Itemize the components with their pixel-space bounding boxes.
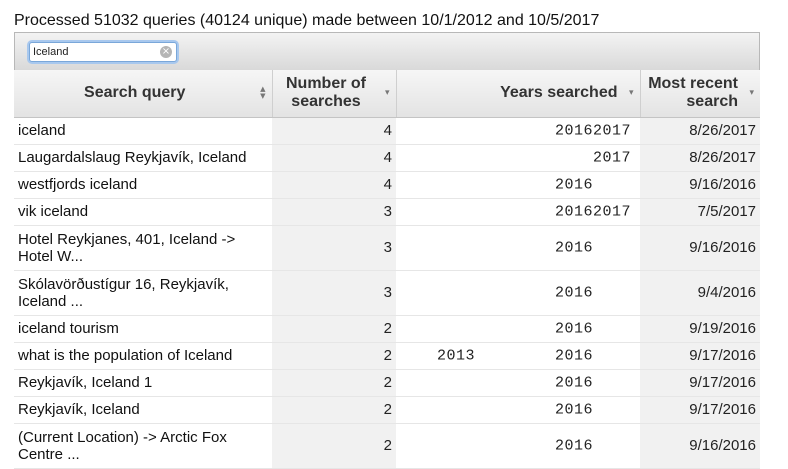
search-box[interactable]: × [29, 42, 177, 62]
table-row[interactable]: Hotel Reykjanes, 401, Iceland -> Hotel W… [14, 225, 760, 271]
cell-number-of-searches: 4 [272, 171, 396, 199]
cell-most-recent-search: 8/26/2017 [640, 117, 760, 145]
cell-years-searched: 2016 2017 [396, 117, 640, 145]
year-label: 2016 [555, 239, 594, 256]
cell-years-searched: 2013 2016 [396, 342, 640, 370]
column-header-number-of-searches[interactable]: Number of searches ▾ [272, 70, 397, 118]
cell-search-query: what is the population of Iceland [14, 342, 272, 370]
cell-years-searched: 2016 [396, 423, 640, 469]
column-label: Years searched [500, 84, 618, 102]
cell-search-query: Laugardalslaug Reykjavík, Iceland [14, 144, 272, 172]
cell-number-of-searches: 4 [272, 144, 396, 172]
column-header-search-query[interactable]: Search query ▲ ▼ [14, 70, 273, 118]
cell-most-recent-search: 9/16/2016 [640, 171, 760, 199]
cell-years-searched: 2017 [396, 144, 640, 172]
cell-years-searched: 2016 [396, 396, 640, 424]
cell-years-searched: 2016 [396, 315, 640, 343]
year-label: 2013 [437, 347, 476, 364]
cell-number-of-searches: 3 [272, 270, 396, 316]
cell-number-of-searches: 2 [272, 315, 396, 343]
cell-search-query: Hotel Reykjanes, 401, Iceland -> Hotel W… [14, 225, 272, 271]
year-label: 2016 [555, 203, 594, 220]
cell-search-query: westfjords iceland [14, 171, 272, 199]
cell-years-searched: 2016 2017 [396, 198, 640, 226]
table-row[interactable]: vik iceland 3 2016 2017 7/5/2017 [14, 198, 760, 226]
cell-most-recent-search: 9/17/2016 [640, 342, 760, 370]
year-label: 2016 [555, 284, 594, 301]
table-row[interactable]: (Current Location) -> Arctic Fox Centre … [14, 423, 760, 469]
cell-search-query: iceland [14, 117, 272, 145]
results-table: Search query ▲ ▼ Number of searches ▾ Yea… [14, 70, 760, 469]
filter-bar: × [14, 32, 760, 70]
sort-both-icon: ▲ ▼ [260, 85, 266, 101]
table-row[interactable]: Laugardalslaug Reykjavík, Iceland 4 2017 8/… [14, 144, 760, 172]
cell-most-recent-search: 8/26/2017 [640, 144, 760, 172]
year-label: 2017 [593, 122, 632, 139]
cell-most-recent-search: 9/16/2016 [640, 225, 760, 271]
cell-most-recent-search: 9/4/2016 [640, 270, 760, 316]
year-label: 2017 [593, 203, 632, 220]
cell-search-query: Reykjavík, Iceland 1 [14, 369, 272, 397]
sort-desc-icon: ▾ [628, 88, 634, 99]
table-row[interactable]: Reykjavík, Iceland 2 2016 9/17/2016 [14, 396, 760, 424]
column-label: Search query [84, 84, 186, 102]
cell-number-of-searches: 3 [272, 198, 396, 226]
table-row[interactable]: westfjords iceland 4 2016 9/16/2016 [14, 171, 760, 199]
year-label: 2016 [555, 176, 594, 193]
column-label: Most recent search [648, 75, 738, 111]
cell-most-recent-search: 9/17/2016 [640, 396, 760, 424]
cell-most-recent-search: 9/17/2016 [640, 369, 760, 397]
cell-years-searched: 2016 [396, 270, 640, 316]
cell-years-searched: 2016 [396, 369, 640, 397]
cell-number-of-searches: 4 [272, 117, 396, 145]
cell-number-of-searches: 2 [272, 369, 396, 397]
cell-search-query: (Current Location) -> Arctic Fox Centre … [14, 423, 272, 469]
sort-desc-icon: ▾ [384, 88, 390, 99]
cell-most-recent-search: 9/19/2016 [640, 315, 760, 343]
column-header-most-recent-search[interactable]: Most recent search ▾ [640, 70, 760, 118]
year-label: 2016 [555, 437, 594, 454]
column-label: Number of searches [286, 75, 366, 111]
table-row[interactable]: Reykjavík, Iceland 1 2 2016 9/17/2016 [14, 369, 760, 397]
table-row[interactable]: iceland tourism 2 2016 9/19/2016 [14, 315, 760, 343]
cell-number-of-searches: 3 [272, 225, 396, 271]
cell-number-of-searches: 2 [272, 396, 396, 424]
cell-search-query: vik iceland [14, 198, 272, 226]
search-input[interactable] [33, 44, 151, 60]
table-row[interactable]: iceland 4 2016 2017 8/26/2017 [14, 117, 760, 145]
column-header-years-searched[interactable]: Years searched ▾ [396, 70, 641, 118]
cell-number-of-searches: 2 [272, 342, 396, 370]
cell-years-searched: 2016 [396, 225, 640, 271]
cell-years-searched: 2016 [396, 171, 640, 199]
year-label: 2016 [555, 401, 594, 418]
year-label: 2016 [555, 374, 594, 391]
sort-desc-icon: ▾ [749, 88, 754, 99]
cell-most-recent-search: 7/5/2017 [640, 198, 760, 226]
year-label: 2016 [555, 122, 594, 139]
summary-text: Processed 51032 queries (40124 unique) m… [14, 12, 600, 29]
clear-circle-icon[interactable]: × [160, 46, 172, 58]
year-label: 2016 [555, 347, 594, 364]
cell-most-recent-search: 9/16/2016 [640, 423, 760, 469]
cell-number-of-searches: 2 [272, 423, 396, 469]
cell-search-query: Reykjavík, Iceland [14, 396, 272, 424]
cell-search-query: Skólavörðustígur 16, Reykjavík, Iceland … [14, 270, 272, 316]
year-label: 2016 [555, 320, 594, 337]
table-row[interactable]: Skólavörðustígur 16, Reykjavík, Iceland … [14, 270, 760, 316]
header-row: Search query ▲ ▼ Number of searches ▾ Yea… [14, 70, 760, 118]
year-label: 2017 [593, 149, 632, 166]
cell-search-query: iceland tourism [14, 315, 272, 343]
table-row[interactable]: what is the population of Iceland 2 2013 20… [14, 342, 760, 370]
